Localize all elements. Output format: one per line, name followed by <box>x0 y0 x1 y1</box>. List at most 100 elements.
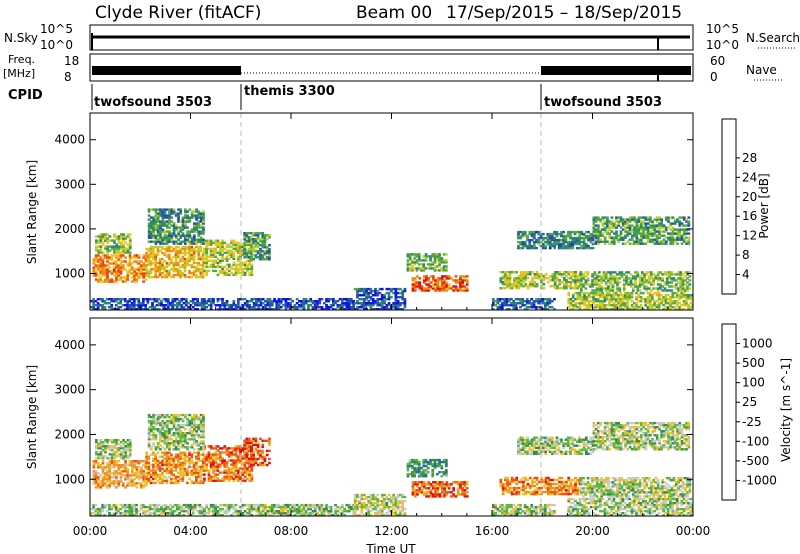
heatmap-cell <box>250 469 254 472</box>
heatmap-cell <box>139 302 143 305</box>
heatmap-cell <box>562 236 565 240</box>
heatmap-cell <box>106 478 109 481</box>
heatmap-cell <box>630 296 634 299</box>
heatmap-cell <box>209 243 213 246</box>
heatmap-cell <box>92 482 96 485</box>
heatmap-cell <box>318 302 322 305</box>
heatmap-cell <box>145 451 148 454</box>
heatmap-cell <box>153 306 156 309</box>
heatmap-cell <box>551 242 554 246</box>
heatmap-cell <box>156 249 160 253</box>
heatmap-cell <box>181 251 185 255</box>
heatmap-cell <box>650 281 653 284</box>
heatmap-cell <box>599 232 602 235</box>
heatmap-cell <box>678 216 682 219</box>
heatmap-cell <box>523 244 527 248</box>
heatmap-cell <box>463 275 467 278</box>
heatmap-cell <box>145 457 148 460</box>
heatmap-cell <box>168 446 171 449</box>
heatmap-cell <box>202 226 205 229</box>
heatmap-cell <box>396 308 400 310</box>
heatmap-cell <box>504 279 507 282</box>
heatmap-cell <box>106 484 109 487</box>
heatmap-cell <box>154 257 157 261</box>
heatmap-cell <box>207 473 211 476</box>
heatmap-cell <box>660 300 663 303</box>
heatmap-cell <box>432 275 435 278</box>
heatmap-cell <box>161 479 164 483</box>
heatmap-cell <box>633 240 636 243</box>
heatmap-cell <box>205 263 208 266</box>
heatmap-cell <box>165 249 169 253</box>
heatmap-cell <box>225 300 229 303</box>
cpid-segment-2: themis 3300 <box>244 84 335 99</box>
heatmap-cell <box>104 449 107 452</box>
heatmap-cell <box>106 466 109 469</box>
heatmap-cell <box>165 208 169 211</box>
heatmap-cell <box>209 259 213 262</box>
heatmap-cell <box>256 252 260 255</box>
heatmap-cell <box>411 253 414 256</box>
cpid-segment-1: twofsound 3503 <box>94 95 212 110</box>
heatmap-cell <box>634 271 637 274</box>
heatmap-cell <box>165 238 169 241</box>
heatmap-cell <box>434 279 437 282</box>
heatmap-cell <box>179 413 183 417</box>
heatmap-cell <box>687 296 690 299</box>
heatmap-cell <box>644 216 648 219</box>
heatmap-cell <box>203 261 206 264</box>
heatmap-cell <box>436 283 440 286</box>
heatmap-cell <box>523 304 527 307</box>
heatmap-cell <box>675 304 679 307</box>
heatmap-cell <box>95 451 98 454</box>
heatmap-cell <box>165 419 169 423</box>
heatmap-cell <box>101 237 105 240</box>
heatmap-cell <box>152 275 155 279</box>
heatmap-cell <box>524 275 528 278</box>
heatmap-cell <box>289 306 292 309</box>
heatmap-cell <box>250 248 253 251</box>
heatmap-cell <box>135 254 139 257</box>
heatmap-cell <box>110 239 114 242</box>
heatmap-cell <box>103 476 107 479</box>
heatmap-cell <box>270 308 274 310</box>
heatmap-cell <box>135 278 139 281</box>
heatmap-cell <box>186 214 189 217</box>
heatmap-cell <box>521 230 525 234</box>
heatmap-cell <box>158 259 162 263</box>
heatmap-cell <box>429 281 433 284</box>
heatmap-cell <box>587 300 591 303</box>
heatmap-cell <box>442 267 446 270</box>
heatmap-cell <box>168 236 171 239</box>
heatmap-cell <box>304 302 308 305</box>
heatmap-cell <box>142 302 145 305</box>
heatmap-cell <box>582 236 586 240</box>
heatmap-cell <box>99 443 103 446</box>
heatmap-cell <box>358 294 361 297</box>
heatmap-cell <box>207 269 211 273</box>
heatmap-cell <box>110 278 114 281</box>
heatmap-cell <box>188 236 192 239</box>
heatmap-cell <box>165 477 169 481</box>
heatmap-cell <box>598 275 601 278</box>
heatmap-cell <box>124 256 127 259</box>
heatmap-cell <box>223 469 227 472</box>
heatmap-cell <box>149 271 153 275</box>
heatmap-cell <box>133 270 136 273</box>
heatmap-cell <box>165 236 169 239</box>
heatmap-cell <box>627 271 631 274</box>
heatmap-cell <box>663 281 667 284</box>
heatmap-cell <box>177 238 180 241</box>
heatmap-cell <box>230 477 233 480</box>
heatmap-cell <box>187 308 190 310</box>
heatmap-cell <box>216 445 220 448</box>
heatmap-cell <box>656 283 660 286</box>
heatmap-cell <box>121 304 125 307</box>
heatmap-cell <box>200 306 204 309</box>
heatmap-cell <box>162 306 166 309</box>
heatmap-cell <box>246 445 249 448</box>
heatmap-cell <box>193 222 196 225</box>
heatmap-cell <box>378 291 382 295</box>
heatmap-cell <box>250 465 254 468</box>
heatmap-cell <box>621 294 625 297</box>
